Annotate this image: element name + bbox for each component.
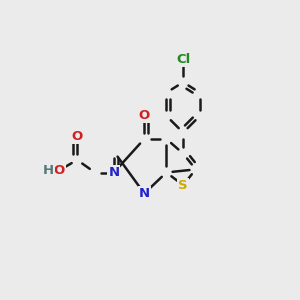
Text: O: O	[54, 164, 65, 177]
Text: N: N	[108, 166, 119, 179]
Text: H: H	[43, 164, 54, 177]
Text: O: O	[139, 109, 150, 122]
Text: Cl: Cl	[176, 52, 190, 66]
Text: S: S	[178, 178, 188, 192]
Text: O: O	[71, 130, 83, 143]
Text: N: N	[139, 187, 150, 200]
